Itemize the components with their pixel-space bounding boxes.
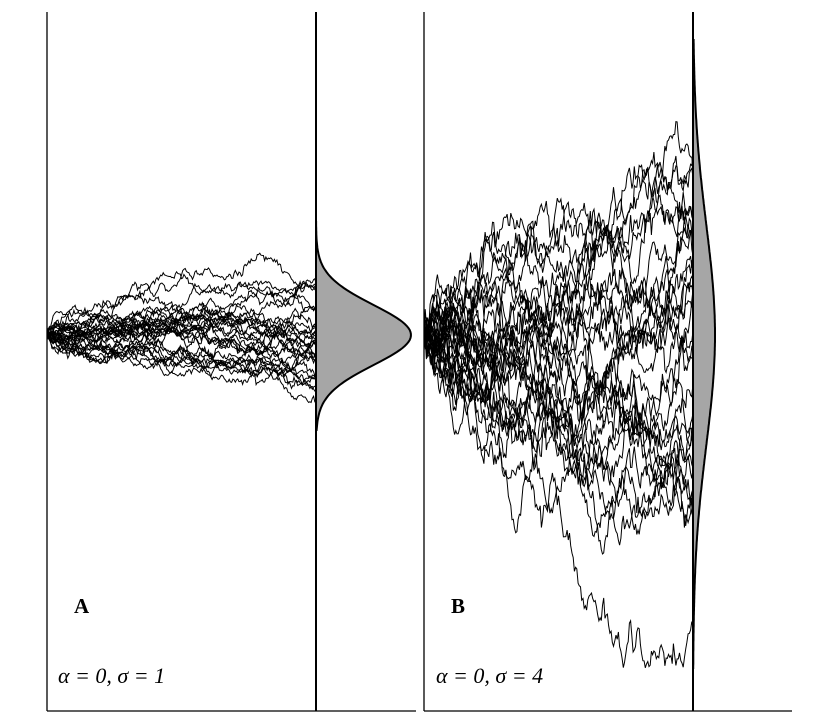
- random-walk-path: [423, 224, 694, 394]
- random-walk-path: [46, 334, 317, 375]
- random-walk-path: [423, 327, 694, 534]
- random-walk-path: [46, 332, 317, 377]
- random-walk-path: [423, 309, 694, 487]
- random-walk-path: [46, 326, 317, 360]
- random-walk-path: [423, 120, 694, 345]
- panel-b-distribution: [692, 39, 716, 669]
- random-walk-path: [46, 334, 317, 380]
- random-walk-path: [46, 289, 317, 339]
- random-walk-path: [46, 313, 317, 347]
- random-walk-path: [423, 282, 694, 408]
- random-walk-path: [423, 338, 694, 555]
- panel-b-parameters: α = 0, σ = 4: [436, 663, 544, 688]
- random-walk-path: [46, 270, 317, 341]
- random-walk-path: [46, 281, 317, 348]
- panel-b-paths: [423, 120, 694, 668]
- random-walk-path: [423, 249, 694, 395]
- random-walk-path: [423, 330, 694, 441]
- panel-a-distribution: [315, 221, 412, 431]
- random-walk-path: [46, 252, 317, 335]
- random-walk-path: [46, 297, 317, 362]
- panel-a-parameters: α = 0, σ = 1: [58, 663, 166, 688]
- random-walk-path: [423, 304, 694, 538]
- panel-b-letter: B: [451, 594, 466, 618]
- random-walk-path: [423, 289, 694, 486]
- random-walk-path: [46, 305, 317, 344]
- random-walk-path: [46, 319, 317, 386]
- random-walk-path: [46, 307, 317, 358]
- random-walk-path: [46, 334, 317, 387]
- panel-a-letter: A: [74, 594, 90, 618]
- random-walk-path: [423, 281, 694, 451]
- random-walk-path: [423, 278, 694, 469]
- panel-a: [46, 12, 416, 712]
- panel-b: [423, 12, 792, 712]
- random-walk-path: [423, 316, 694, 472]
- random-walk-path: [46, 332, 317, 393]
- panel-a-paths: [46, 252, 317, 404]
- random-walk-path: [46, 315, 317, 349]
